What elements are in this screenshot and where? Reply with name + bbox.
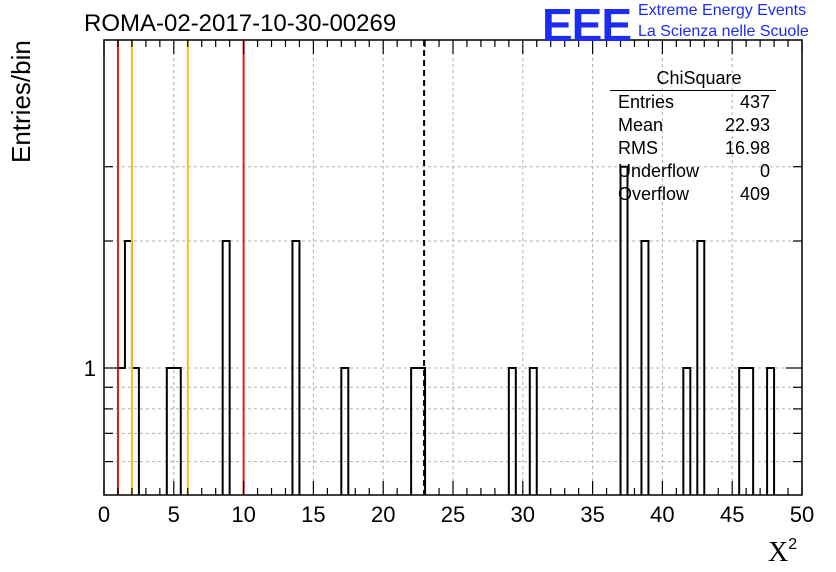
stats-value: 0: [759, 161, 770, 181]
y-tick-label: 1: [84, 356, 96, 381]
stats-value: 16.98: [724, 138, 770, 158]
x-tick-label: 15: [301, 502, 325, 527]
axis-ticks: 0 5 10 15 20 25 30 35 40 45 50 1: [84, 40, 814, 527]
stats-row-rms: RMS 16.98: [610, 137, 776, 160]
histogram-bin: [697, 241, 704, 495]
stats-label: Entries: [618, 92, 675, 112]
x-tick-label: 30: [511, 502, 535, 527]
histogram-bin: [341, 368, 348, 495]
histogram-bin: [174, 368, 181, 495]
x-tick-label: 5: [168, 502, 180, 527]
stats-value: 22.93: [724, 115, 770, 135]
histogram-bin: [167, 368, 174, 495]
histogram-outline: [116, 165, 776, 495]
chart-title: ROMA-02-2017-10-30-00269: [84, 10, 397, 37]
x-tick-label: 45: [720, 502, 744, 527]
logo-line-2: La Scienza nelle Scuole: [638, 23, 809, 40]
logo-line-1: Extreme Energy Events: [638, 2, 807, 19]
histogram-bin: [641, 241, 648, 495]
stats-label: Mean: [618, 115, 664, 135]
histogram-bin: [509, 368, 516, 495]
x-tick-label: 50: [790, 502, 814, 527]
eee-logo: EEE: [542, 0, 632, 51]
histogram-bin: [683, 368, 690, 495]
stats-value: 409: [739, 184, 770, 204]
histogram-bin: [411, 368, 418, 495]
y-axis-label: Entries/bin: [6, 40, 36, 163]
marker-lines-layer: [116, 40, 426, 495]
stats-row-underflow: Underflow 0: [610, 160, 776, 183]
x-tick-label: 25: [441, 502, 465, 527]
histogram-bin: [223, 241, 230, 495]
stats-label: Underflow: [618, 161, 700, 181]
stats-row-entries: Entries 437: [610, 91, 776, 114]
x-axis-label: X2: [768, 535, 798, 568]
stats-row-overflow: Overflow 409: [610, 183, 776, 206]
histogram-bin: [125, 241, 132, 495]
histogram-bin: [767, 368, 774, 495]
stats-label: Overflow: [618, 184, 690, 204]
x-tick-label: 20: [371, 502, 395, 527]
histogram-bin: [621, 167, 628, 495]
stats-label: RMS: [618, 138, 658, 158]
x-tick-label: 0: [98, 502, 110, 527]
histogram-bin: [739, 368, 746, 495]
stats-row-mean: Mean 22.93: [610, 114, 776, 137]
x-tick-label: 10: [231, 502, 255, 527]
stats-box: ChiSquare Entries 437 Mean 22.93 RMS 16.…: [610, 66, 776, 206]
histogram-bin: [132, 368, 139, 495]
x-tick-label: 40: [650, 502, 674, 527]
histogram-bin: [118, 368, 125, 495]
grid-layer: [104, 40, 802, 495]
stats-value: 437: [739, 92, 770, 112]
histogram-bin: [746, 368, 753, 495]
histogram-bin: [292, 241, 299, 495]
histogram-layer: [116, 165, 776, 495]
histogram-bin: [530, 368, 537, 495]
x-tick-label: 35: [580, 502, 604, 527]
stats-title: ChiSquare: [610, 66, 776, 91]
